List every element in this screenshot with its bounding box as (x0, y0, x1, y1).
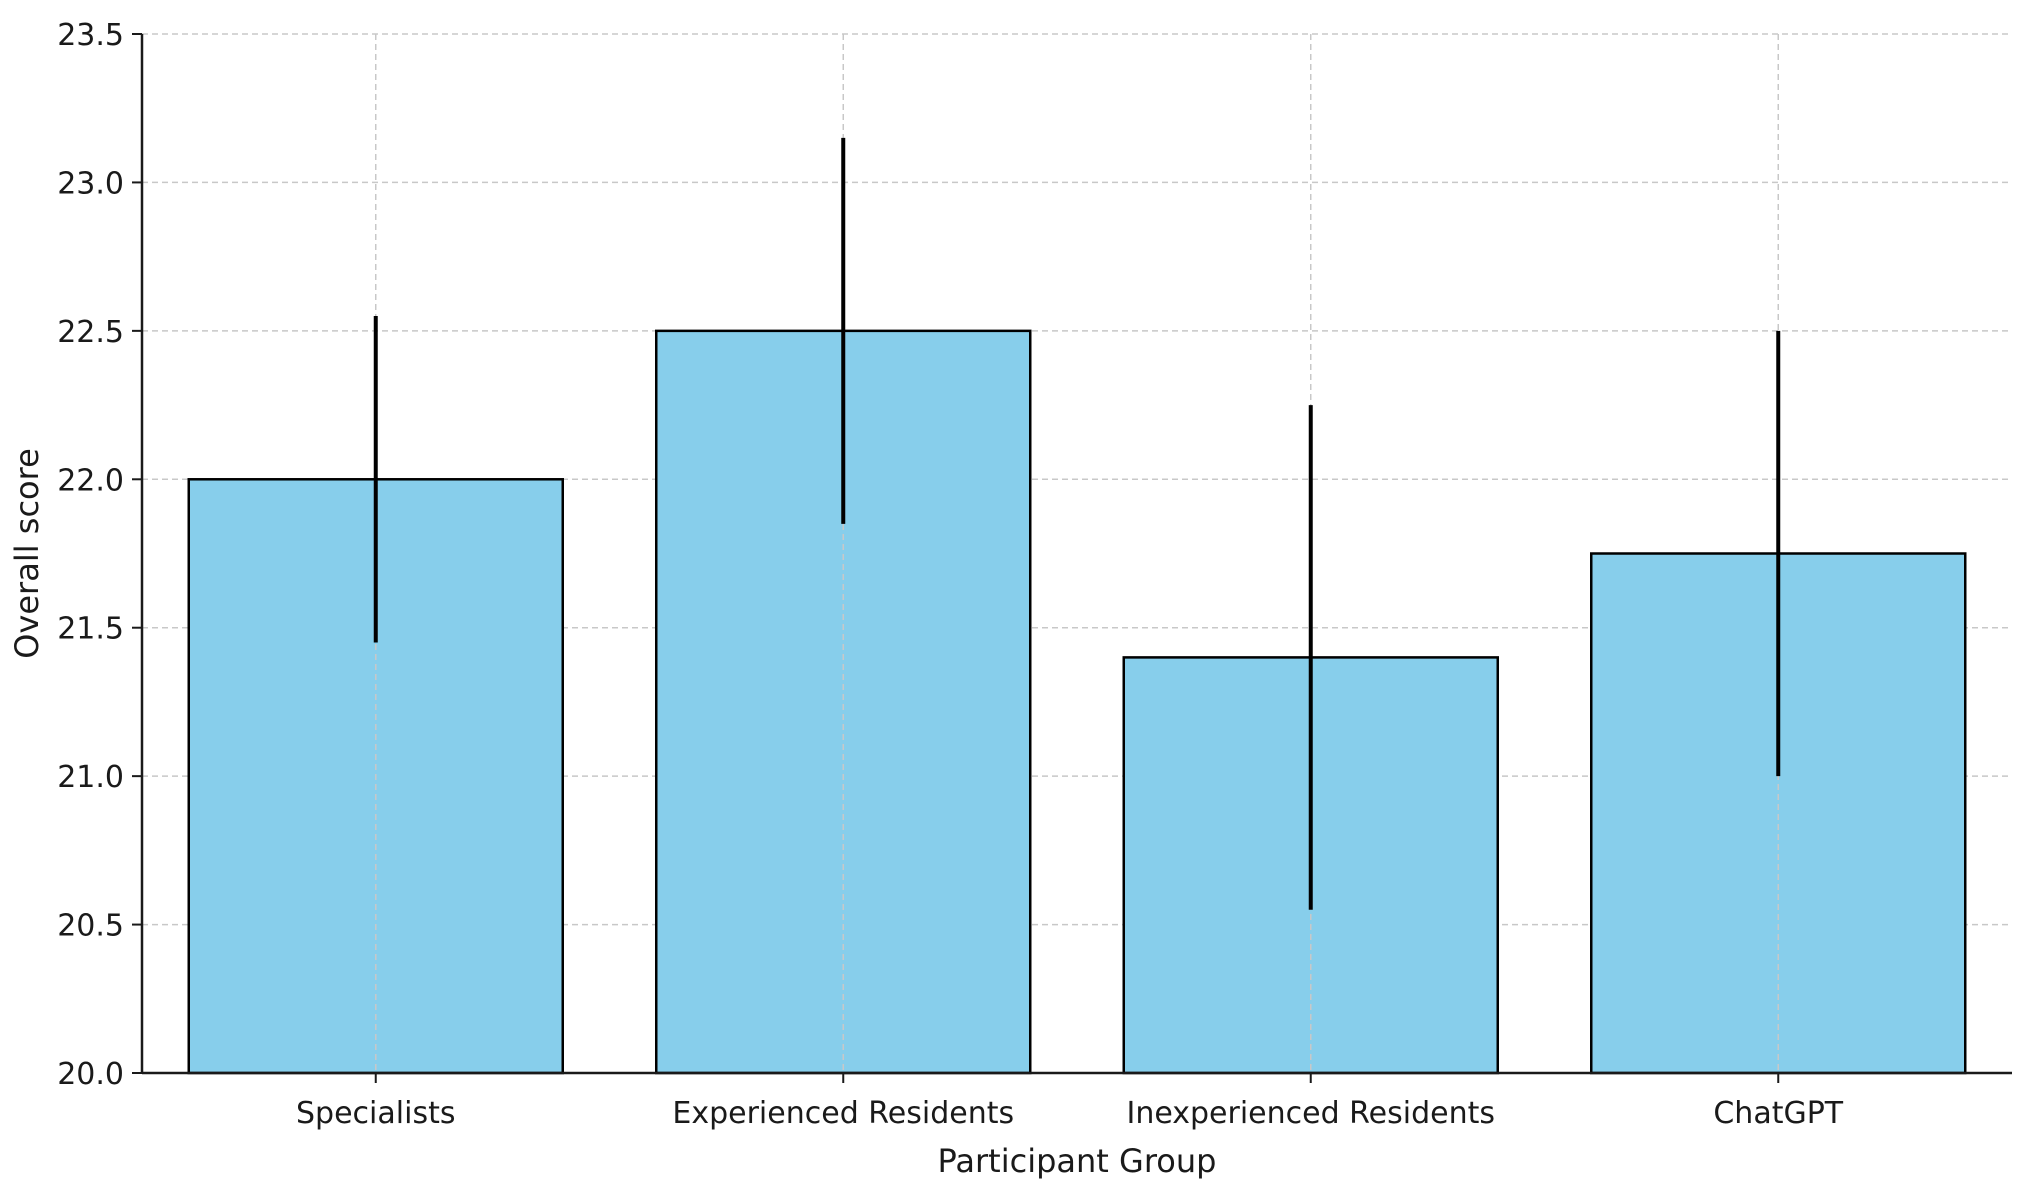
x-tick-label: Specialists (296, 1096, 455, 1131)
y-tick-label: 20.5 (57, 909, 124, 944)
y-tick-label: 23.0 (57, 166, 124, 201)
x-axis-label: Participant Group (938, 1142, 1217, 1180)
y-axis-label: Overall score (8, 448, 46, 659)
y-tick-label: 21.0 (57, 760, 124, 795)
x-tick-label: Inexperienced Residents (1126, 1096, 1495, 1131)
x-tick-label: ChatGPT (1713, 1096, 1843, 1131)
y-tick-label: 23.5 (57, 18, 124, 53)
y-tick-label: 21.5 (57, 612, 124, 647)
x-tick-label: Experienced Residents (672, 1096, 1014, 1131)
bars (187, 329, 1967, 1075)
y-tick-label: 20.0 (57, 1057, 124, 1092)
y-tick-label: 22.5 (57, 315, 124, 350)
error-bars (373, 137, 1781, 910)
axes (132, 33, 2012, 1083)
y-tick-label: 22.0 (57, 463, 124, 498)
tick-labels: 20.0 20.5 21.0 21.5 22.0 22.5 23.0 23.5 Speciali… (57, 18, 1844, 1131)
